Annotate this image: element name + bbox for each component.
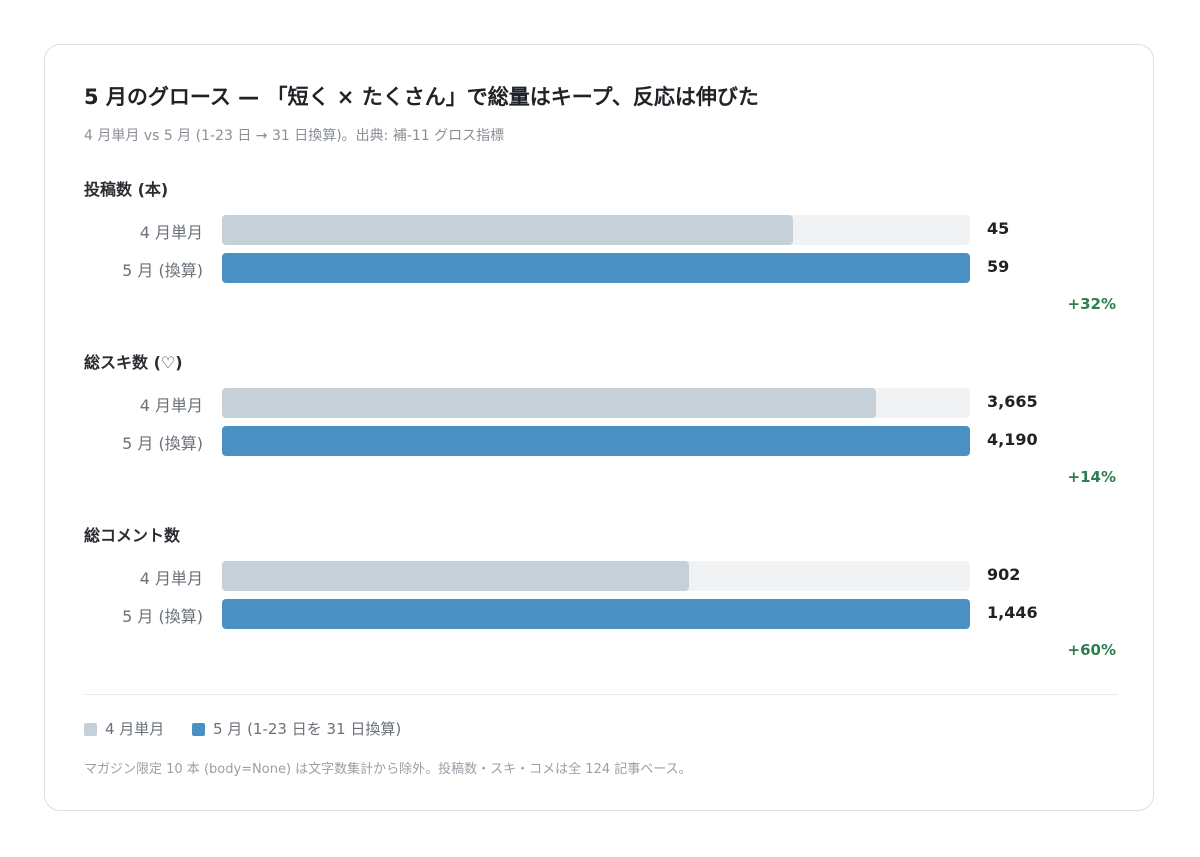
bar-track <box>222 388 970 418</box>
row-label: 4 月単月 <box>139 396 203 415</box>
bar-track <box>222 215 970 245</box>
data-label: 45 <box>987 219 1010 238</box>
data-label: 1,446 <box>987 603 1038 622</box>
legend-swatch <box>84 723 97 736</box>
bar-may <box>222 253 970 283</box>
metric-comments: 総コメント数 4 月単月 902 5 月 (換算) 1,446 +60% <box>45 522 1153 672</box>
bar-track <box>222 561 970 591</box>
metric-posts: 投稿数 (本) 4 月単月 45 5 月 (換算) 59 +32% <box>45 176 1153 326</box>
footnote: マガジン限定 10 本 (body=None) は文字数集計から除外。投稿数・ス… <box>84 762 692 777</box>
bar-may <box>222 599 970 629</box>
legend-label: 4 月単月 <box>105 720 165 738</box>
chart-title: 5 月のグロース — 「短く × たくさん」で総量はキープ、反応は伸びた <box>84 85 759 109</box>
bar-april <box>222 561 689 591</box>
row-label: 4 月単月 <box>139 223 203 242</box>
row-april: 4 月単月 902 <box>45 561 1153 591</box>
data-label: 59 <box>987 257 1010 276</box>
change-badge: +32% <box>1067 295 1116 313</box>
row-may: 5 月 (換算) 59 <box>45 253 1153 283</box>
metric-title: 総スキ数 (♡) <box>84 353 183 372</box>
metric-likes: 総スキ数 (♡) 4 月単月 3,665 5 月 (換算) 4,190 +14% <box>45 349 1153 499</box>
chart-subtitle: 4 月単月 vs 5 月 (1-23 日 → 31 日換算)。出典: 補-11 … <box>84 128 505 144</box>
divider <box>84 694 1118 695</box>
bar-track <box>222 253 970 283</box>
change-badge: +14% <box>1067 468 1116 486</box>
data-label: 3,665 <box>987 392 1038 411</box>
change-badge: +60% <box>1067 641 1116 659</box>
row-label: 4 月単月 <box>139 569 203 588</box>
row-april: 4 月単月 3,665 <box>45 388 1153 418</box>
legend-swatch <box>192 723 205 736</box>
row-may: 5 月 (換算) 1,446 <box>45 599 1153 629</box>
bar-track <box>222 599 970 629</box>
row-may: 5 月 (換算) 4,190 <box>45 426 1153 456</box>
metric-title: 投稿数 (本) <box>84 180 169 199</box>
metric-title: 総コメント数 <box>84 526 181 545</box>
chart-card: 5 月のグロース — 「短く × たくさん」で総量はキープ、反応は伸びた 4 月… <box>44 44 1154 811</box>
row-label: 5 月 (換算) <box>122 434 203 453</box>
legend-label: 5 月 (1-23 日を 31 日換算) <box>213 720 402 738</box>
row-label: 5 月 (換算) <box>122 607 203 626</box>
bar-track <box>222 426 970 456</box>
bar-april <box>222 388 877 418</box>
data-label: 902 <box>987 565 1021 584</box>
data-label: 4,190 <box>987 430 1038 449</box>
bar-april <box>222 215 793 245</box>
row-april: 4 月単月 45 <box>45 215 1153 245</box>
bar-may <box>222 426 970 456</box>
row-label: 5 月 (換算) <box>122 261 203 280</box>
